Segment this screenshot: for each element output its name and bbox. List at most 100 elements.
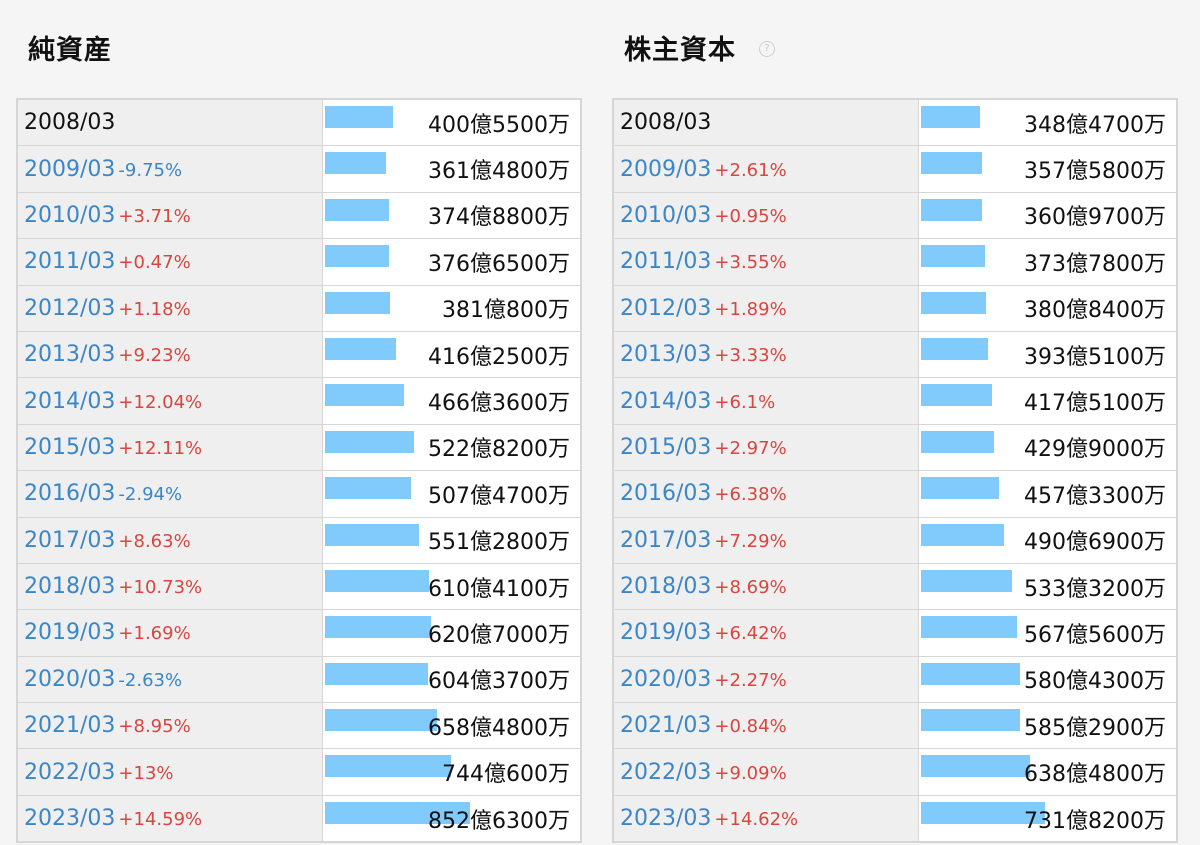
period-cell: 2017/03 +7.29%	[613, 517, 919, 564]
table-row: 2023/03 +14.62% 731億8200万	[613, 795, 1177, 843]
value-cell: 376億6500万	[322, 238, 581, 286]
value-label: 507億4700万	[428, 483, 570, 509]
value-bar	[920, 755, 1030, 778]
change-percent: +0.84%	[714, 716, 787, 738]
period-cell: 2019/03 +6.42%	[613, 609, 919, 657]
period-link[interactable]: 2014/03	[24, 388, 116, 414]
period-link[interactable]: 2020/03	[620, 666, 712, 692]
period-link[interactable]: 2017/03	[620, 527, 712, 553]
value-cell: 466億3600万	[322, 377, 581, 425]
period-link[interactable]: 2019/03	[620, 620, 712, 646]
value-cell: 585億2900万	[918, 702, 1177, 750]
period-link[interactable]: 2015/03	[24, 434, 116, 460]
period-cell: 2015/03 +2.97%	[613, 424, 919, 472]
value-label: 357億5800万	[1024, 159, 1166, 185]
value-cell: 533億3200万	[918, 563, 1177, 611]
period-link[interactable]: 2012/03	[620, 295, 712, 321]
value-cell: 393億5100万	[918, 331, 1177, 379]
table-row: 2013/03 +3.33% 393億5100万	[613, 331, 1177, 379]
change-percent: +1.18%	[118, 298, 191, 320]
shareholders-equity-table: 2008/03 348億4700万 2009/03 +2.61% 357億5800万 20…	[612, 98, 1178, 844]
table-row: 2010/03 +0.95% 360億9700万	[613, 192, 1177, 240]
period-link[interactable]: 2013/03	[24, 342, 116, 368]
value-cell: 658億4800万	[322, 702, 581, 750]
period-link[interactable]: 2009/03	[24, 156, 116, 182]
change-percent: +3.71%	[118, 205, 191, 227]
value-cell: 373億7800万	[918, 238, 1177, 286]
period-link[interactable]: 2015/03	[620, 434, 712, 460]
period-link[interactable]: 2021/03	[620, 713, 712, 739]
period-link[interactable]: 2014/03	[620, 388, 712, 414]
value-label: 638億4800万	[1024, 762, 1166, 788]
change-percent: +7.29%	[714, 530, 787, 552]
value-cell: 580億4300万	[918, 656, 1177, 704]
period-link[interactable]: 2018/03	[620, 574, 712, 600]
period-link[interactable]: 2022/03	[24, 759, 116, 785]
value-bar	[324, 755, 451, 778]
value-label: 400億5500万	[428, 112, 570, 138]
value-label: 658億4800万	[428, 715, 570, 741]
value-label: 604億3700万	[428, 669, 570, 695]
period-link[interactable]: 2023/03	[620, 806, 712, 832]
value-cell: 380億8400万	[918, 285, 1177, 332]
table-row: 2008/03 400億5500万	[17, 99, 581, 147]
period-cell: 2013/03 +3.33%	[613, 331, 919, 379]
period-link[interactable]: 2009/03	[620, 156, 712, 182]
period-link[interactable]: 2020/03	[24, 666, 116, 692]
value-label: 466億3600万	[428, 391, 570, 417]
value-cell: 457億3300万	[918, 470, 1177, 518]
period-link[interactable]: 2023/03	[24, 806, 116, 832]
value-cell: 348億4700万	[918, 99, 1177, 147]
value-bar	[324, 291, 390, 314]
change-percent: -2.63%	[118, 669, 183, 691]
value-cell: 744億600万	[322, 748, 581, 796]
value-cell: 507億4700万	[322, 470, 581, 518]
table-row: 2009/03 -9.75% 361億4800万	[17, 145, 581, 193]
value-label: 551億2800万	[428, 530, 570, 556]
value-bar	[324, 152, 386, 175]
period-link[interactable]: 2011/03	[24, 249, 116, 275]
period-link[interactable]: 2016/03	[620, 481, 712, 507]
table-row: 2011/03 +0.47% 376億6500万	[17, 238, 581, 286]
shareholders-equity-title: 株主資本	[624, 35, 736, 66]
period-link[interactable]: 2018/03	[24, 574, 116, 600]
value-cell: 852億6300万	[322, 795, 581, 842]
period-cell: 2016/03 +6.38%	[613, 470, 919, 518]
table-row: 2019/03 +1.69% 620億7000万	[17, 609, 581, 657]
table-row: 2020/03 +2.27% 580億4300万	[613, 656, 1177, 704]
period-link[interactable]: 2017/03	[24, 527, 116, 553]
help-icon[interactable]: ?	[759, 41, 775, 57]
value-bar	[324, 662, 428, 685]
value-bar	[324, 477, 411, 500]
period-cell: 2014/03 +6.1%	[613, 377, 919, 425]
value-bar	[920, 616, 1017, 639]
table-row: 2012/03 +1.18% 381億800万	[17, 285, 581, 332]
value-label: 417億5100万	[1024, 391, 1166, 417]
period-link[interactable]: 2016/03	[24, 481, 116, 507]
value-bar	[324, 245, 389, 268]
period-link[interactable]: 2012/03	[24, 295, 116, 321]
value-label: 376億6500万	[428, 251, 570, 277]
value-label: 620億7000万	[428, 622, 570, 648]
period-cell: 2021/03 +0.84%	[613, 702, 919, 750]
value-cell: 361億4800万	[322, 145, 581, 193]
value-bar	[920, 523, 1004, 546]
period-cell: 2018/03 +10.73%	[17, 563, 323, 611]
period-link[interactable]: 2021/03	[24, 713, 116, 739]
value-bar	[324, 198, 389, 221]
period-link[interactable]: 2010/03	[620, 202, 712, 228]
period-link[interactable]: 2019/03	[24, 620, 116, 646]
change-percent: +13%	[118, 762, 174, 784]
period-link[interactable]: 2011/03	[620, 249, 712, 275]
period-link[interactable]: 2022/03	[620, 759, 712, 785]
table-row: 2016/03 +6.38% 457億3300万	[613, 470, 1177, 518]
period-link[interactable]: 2013/03	[620, 342, 712, 368]
period-cell: 2009/03 +2.61%	[613, 145, 919, 193]
period-cell: 2020/03 -2.63%	[17, 656, 323, 704]
value-cell: 400億5500万	[322, 99, 581, 147]
value-label: 610億4100万	[428, 576, 570, 602]
period-link[interactable]: 2010/03	[24, 202, 116, 228]
value-bar	[920, 291, 986, 314]
table-row: 2021/03 +8.95% 658億4800万	[17, 702, 581, 750]
change-percent: +0.47%	[118, 252, 191, 274]
